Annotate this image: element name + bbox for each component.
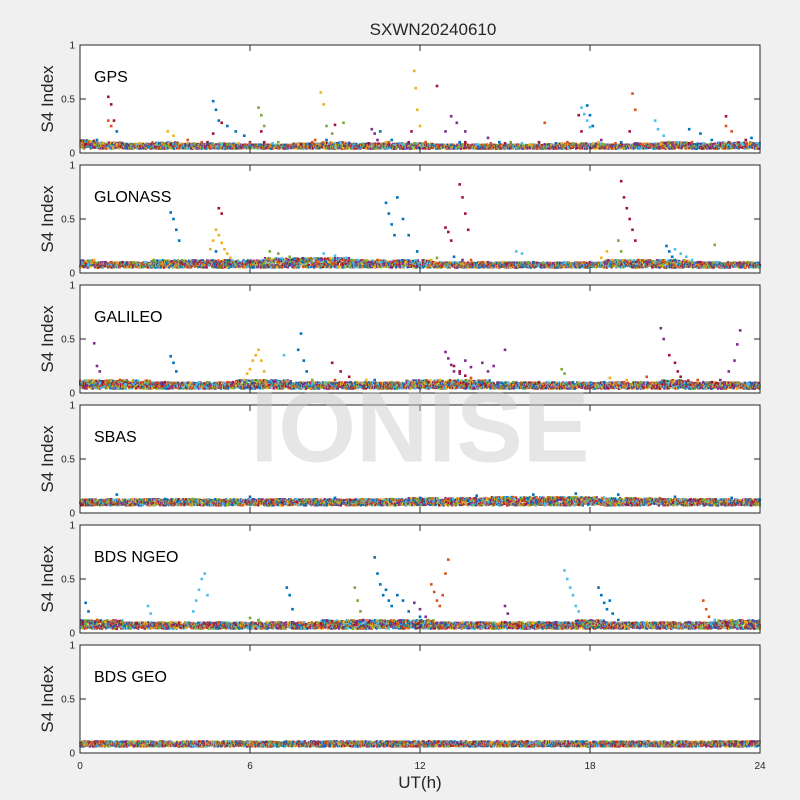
figure: SXWN20240610 0 0.5 1 GPS S4 Index 0 0.5 1 GLONAS…	[0, 0, 800, 800]
panel-background	[80, 45, 760, 153]
data-point	[114, 147, 116, 149]
data-point	[173, 148, 175, 150]
data-point	[327, 142, 329, 144]
data-point	[107, 147, 109, 149]
chart-title: SXWN20240610	[370, 20, 497, 39]
chart-svg: SXWN20240610 00.51GPSS4 Index00.51GLONAS…	[0, 0, 800, 800]
